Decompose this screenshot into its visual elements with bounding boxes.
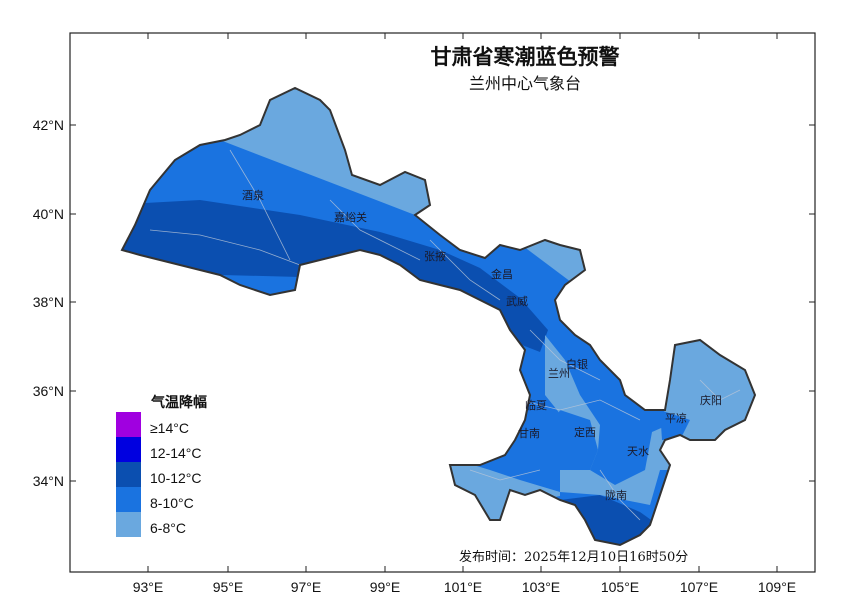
y-tick-label: 38°N xyxy=(33,294,64,310)
city-longnan: 陇南 xyxy=(605,488,627,502)
y-tick-label: 36°N xyxy=(33,383,64,399)
x-tick-label: 93°E xyxy=(133,579,164,595)
zone-8-10-dingxi xyxy=(545,410,598,470)
legend-label: 8-10°C xyxy=(150,495,194,511)
legend: 气温降幅 ≥14°C 12-14°C 10-12°C 8-10°C 6-8°C xyxy=(116,394,207,537)
city-wuwei: 武威 xyxy=(506,295,528,308)
map-subtitle: 兰州中心气象台 xyxy=(469,74,581,93)
map-frame xyxy=(69,32,816,573)
legend-title: 气温降幅 xyxy=(150,394,207,411)
city-qingyang: 庆阳 xyxy=(700,393,722,407)
temperature-drop-zones xyxy=(122,88,755,545)
legend-label: 10-12°C xyxy=(150,470,202,486)
zone-10-12-south xyxy=(560,495,665,545)
gansu-province-outline xyxy=(120,86,757,547)
x-tick-label: 107°E xyxy=(680,579,718,595)
x-tick-label: 109°E xyxy=(758,579,796,595)
legend-swatch-12-14 xyxy=(116,437,141,462)
legend-label: 6-8°C xyxy=(150,520,186,536)
x-tick-label: 101°E xyxy=(444,579,482,595)
city-jiayuguan: 嘉峪关 xyxy=(334,210,367,224)
zone-8-10-pingliang xyxy=(660,410,690,440)
y-tick-label: 42°N xyxy=(33,117,64,133)
city-jiuquan: 酒泉 xyxy=(242,188,264,202)
city-gannan: 甘南 xyxy=(518,427,540,440)
city-dingxi: 定西 xyxy=(574,425,596,439)
issue-time: 发布时间：2025年12月10日16时50分 xyxy=(459,549,688,565)
y-tick-label: 34°N xyxy=(33,473,64,489)
map-title: 甘肃省寒潮蓝色预警 xyxy=(431,44,620,69)
legend-label: ≥14°C xyxy=(150,420,189,436)
legend-swatch-14plus xyxy=(116,412,141,437)
x-tick-label: 95°E xyxy=(213,579,244,595)
legend-label: 12-14°C xyxy=(150,445,202,461)
city-baiyin: 白银 xyxy=(566,357,588,371)
y-tick-label: 40°N xyxy=(33,206,64,222)
legend-swatch-6-8 xyxy=(116,512,141,537)
city-labels: 酒泉 嘉峪关 张掖 金昌 武威 白银 兰州 临夏 甘南 定西 天水 平凉 庆阳 … xyxy=(242,188,722,502)
city-lanzhou: 兰州 xyxy=(548,367,570,380)
legend-swatch-10-12 xyxy=(116,462,141,487)
x-tick-label: 97°E xyxy=(291,579,322,595)
city-tianshui: 天水 xyxy=(627,445,649,458)
x-tick-label: 105°E xyxy=(601,579,639,595)
x-tick-label: 103°E xyxy=(522,579,560,595)
x-tick-label: 99°E xyxy=(370,579,401,595)
y-axis xyxy=(70,124,815,482)
zone-10-12-west xyxy=(122,200,548,352)
x-tick-labels: 93°E 95°E 97°E 99°E 101°E 103°E 105°E 10… xyxy=(133,579,796,595)
county-boundaries xyxy=(149,149,741,521)
x-axis xyxy=(147,33,778,572)
city-jinchang: 金昌 xyxy=(491,267,513,281)
city-pingliang: 平凉 xyxy=(665,411,687,425)
zone-8-10 xyxy=(122,88,755,545)
city-zhangye: 张掖 xyxy=(424,249,446,263)
city-linxia: 临夏 xyxy=(525,398,547,412)
legend-swatch-8-10 xyxy=(116,487,141,512)
y-tick-labels: 42°N 40°N 38°N 36°N 34°N xyxy=(33,117,64,489)
